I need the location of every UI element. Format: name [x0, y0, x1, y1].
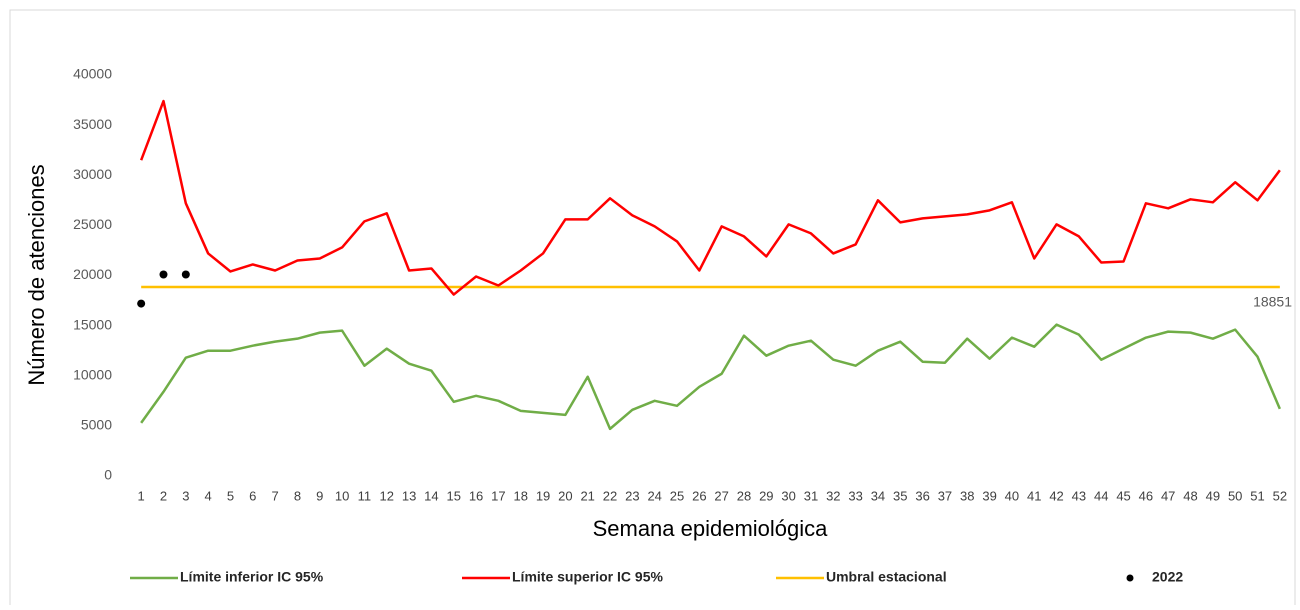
y-tick-label: 5000 — [81, 417, 112, 433]
x-tick-label: 33 — [848, 488, 862, 503]
x-tick-label: 26 — [692, 488, 706, 503]
x-tick-label: 6 — [249, 488, 256, 503]
x-tick-label: 27 — [714, 488, 728, 503]
x-tick-label: 3 — [182, 488, 189, 503]
x-tick-label: 16 — [469, 488, 483, 503]
x-tick-label: 41 — [1027, 488, 1041, 503]
x-tick-label: 44 — [1094, 488, 1108, 503]
y-axis-title: Número de atenciones — [24, 164, 49, 385]
x-tick-label: 19 — [536, 488, 550, 503]
x-tick-label: 52 — [1273, 488, 1287, 503]
x-tick-label: 17 — [491, 488, 505, 503]
x-tick-label: 30 — [781, 488, 795, 503]
x-tick-label: 34 — [871, 488, 885, 503]
legend-label: Límite superior IC 95% — [512, 569, 663, 585]
x-tick-label: 36 — [915, 488, 929, 503]
x-tick-label: 7 — [272, 488, 279, 503]
data-point — [137, 299, 146, 308]
x-tick-label: 10 — [335, 488, 349, 503]
x-tick-label: 45 — [1116, 488, 1130, 503]
x-tick-label: 12 — [380, 488, 394, 503]
y-tick-label: 25000 — [73, 216, 112, 232]
x-tick-label: 8 — [294, 488, 301, 503]
x-tick-label: 49 — [1206, 488, 1220, 503]
x-tick-label: 18 — [513, 488, 527, 503]
x-tick-label: 23 — [625, 488, 639, 503]
x-tick-label: 14 — [424, 488, 438, 503]
x-tick-label: 24 — [647, 488, 661, 503]
x-tick-label: 29 — [759, 488, 773, 503]
x-tick-label: 31 — [804, 488, 818, 503]
x-tick-label: 42 — [1049, 488, 1063, 503]
x-tick-label: 38 — [960, 488, 974, 503]
x-tick-label: 11 — [358, 488, 372, 503]
x-tick-label: 32 — [826, 488, 840, 503]
x-tick-label: 2 — [160, 488, 167, 503]
x-tick-label: 21 — [580, 488, 594, 503]
threshold-label: 18851 — [1253, 294, 1292, 310]
y-tick-label: 30000 — [73, 166, 112, 182]
y-tick-label: 20000 — [73, 266, 112, 282]
x-tick-label: 22 — [603, 488, 617, 503]
y-tick-label: 10000 — [73, 366, 112, 382]
x-tick-label: 20 — [558, 488, 572, 503]
x-tick-label: 9 — [316, 488, 323, 503]
data-point — [181, 270, 190, 279]
x-tick-label: 35 — [893, 488, 907, 503]
x-tick-label: 15 — [447, 488, 461, 503]
y-tick-label: 40000 — [73, 66, 112, 82]
chart-border — [9, 9, 1296, 610]
series-line — [140, 323, 1281, 431]
x-tick-label: 1 — [138, 488, 145, 503]
x-tick-label: 37 — [938, 488, 952, 503]
x-tick-label: 40 — [1005, 488, 1019, 503]
x-tick-label: 13 — [402, 488, 416, 503]
x-axis-title: Semana epidemiológica — [593, 516, 829, 541]
series-line — [139, 99, 1281, 296]
legend-label: 2022 — [1152, 569, 1183, 585]
legend-label: Umbral estacional — [826, 569, 947, 585]
x-tick-label: 51 — [1250, 488, 1264, 503]
x-tick-label: 43 — [1072, 488, 1086, 503]
x-tick-label: 25 — [670, 488, 684, 503]
y-tick-label: 0 — [104, 467, 112, 483]
x-tick-label: 46 — [1139, 488, 1153, 503]
x-tick-label: 39 — [982, 488, 996, 503]
y-tick-label: 15000 — [73, 316, 112, 332]
x-tick-label: 5 — [227, 488, 234, 503]
y-tick-label: 35000 — [73, 116, 112, 132]
x-tick-label: 48 — [1183, 488, 1197, 503]
legend-marker — [1126, 574, 1134, 582]
x-tick-label: 28 — [737, 488, 751, 503]
x-tick-label: 47 — [1161, 488, 1175, 503]
legend-label: Límite inferior IC 95% — [180, 569, 324, 585]
data-point — [159, 270, 168, 279]
x-tick-label: 4 — [205, 488, 212, 503]
x-tick-label: 50 — [1228, 488, 1242, 503]
